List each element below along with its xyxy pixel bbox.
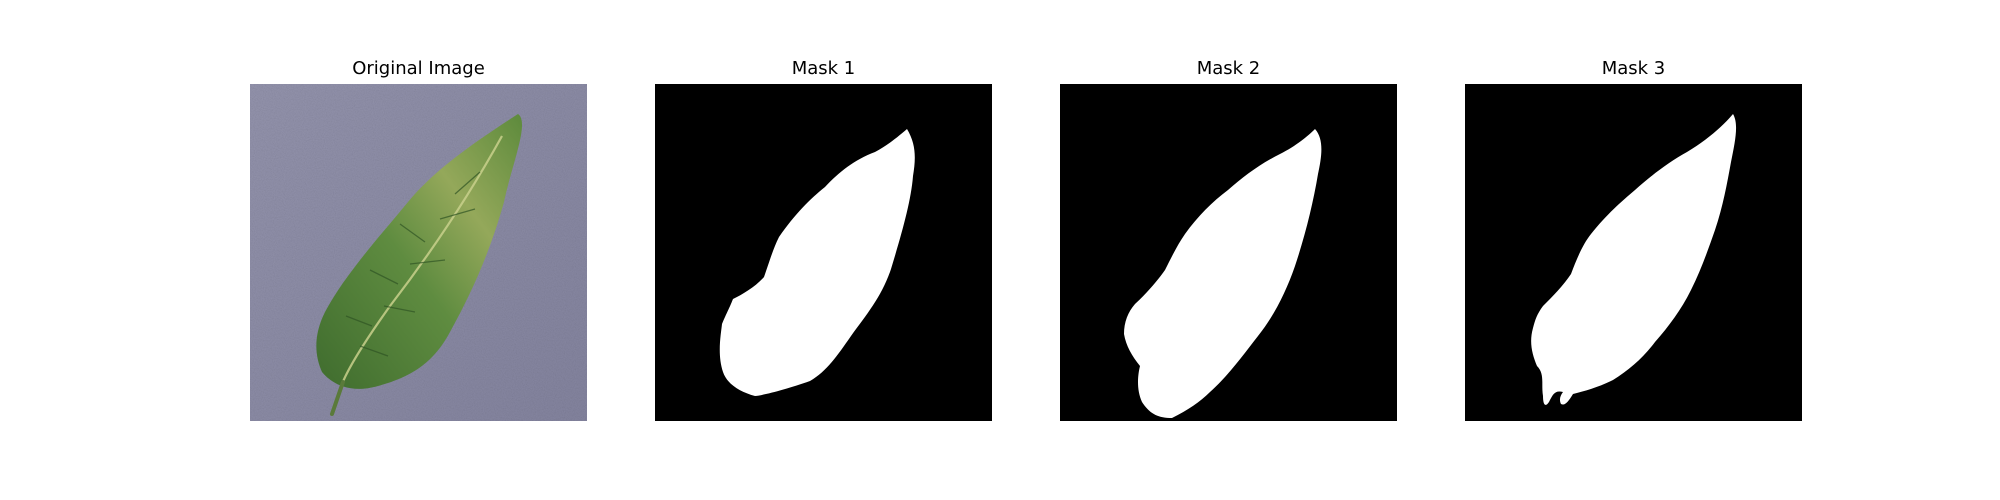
- panel-title-original-image: Original Image: [352, 58, 485, 79]
- mask-3-image: [1465, 84, 1802, 421]
- mask-1-region: [719, 129, 915, 396]
- mask-2-region: [1124, 129, 1322, 418]
- mask-1-image: [655, 84, 992, 421]
- mask-1-panel: [655, 84, 992, 421]
- panel-title-mask-3: Mask 3: [1601, 58, 1666, 79]
- leaf-midrib: [340, 135, 503, 385]
- leaf-photo: [250, 84, 587, 421]
- panel-title-mask-2: Mask 2: [1196, 58, 1261, 79]
- leaf-stem: [330, 380, 345, 416]
- original-image-panel: [250, 84, 587, 421]
- panel-title-mask-1: Mask 1: [791, 58, 856, 79]
- mask-3-panel: [1465, 84, 1802, 421]
- mask-3-region: [1531, 114, 1737, 405]
- leaf-blade: [316, 114, 523, 389]
- mask-2-panel: [1060, 84, 1397, 421]
- leaf-veins: [345, 171, 481, 357]
- mask-2-image: [1060, 84, 1397, 421]
